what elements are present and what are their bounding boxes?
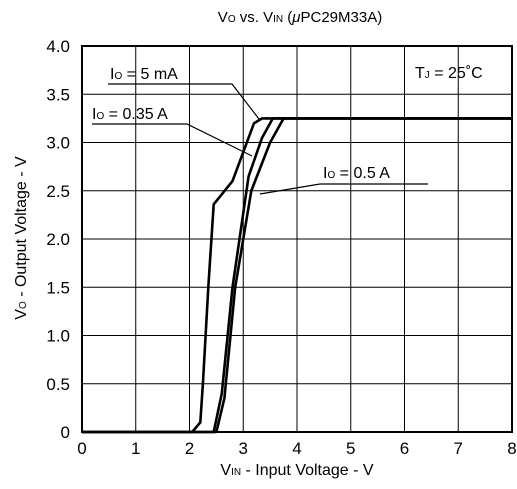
series-label-05a: IO = 0.5 A <box>323 165 390 182</box>
x-tick-label: 4 <box>292 439 301 458</box>
y-tick-label: 1.0 <box>46 327 70 346</box>
y-axis-label: VO - Output Voltage - V <box>13 156 30 320</box>
series-line-0 <box>82 117 512 434</box>
leader-line-5ma <box>108 83 260 120</box>
y-tick-label: 4.0 <box>46 37 70 56</box>
y-axis-ticks: 0 0.5 1.0 1.5 2.0 2.5 3.0 3.5 4.0 <box>46 37 70 442</box>
x-tick-label: 7 <box>454 439 463 458</box>
grid <box>82 46 512 432</box>
annotation-leaders <box>92 83 428 195</box>
y-tick-label: 1.5 <box>46 278 70 297</box>
x-tick-label: 2 <box>185 439 194 458</box>
y-tick-label: 0.5 <box>46 375 70 394</box>
x-tick-label: 3 <box>239 439 248 458</box>
x-axis-ticks: 0 1 2 3 4 5 6 7 8 <box>77 439 516 458</box>
y-tick-label: 3.5 <box>46 85 70 104</box>
series-label-035a: IO = 0.35 A <box>92 106 168 123</box>
x-tick-label: 5 <box>346 439 355 458</box>
y-tick-label: 0 <box>61 423 70 442</box>
y-tick-label: 2.0 <box>46 230 70 249</box>
leader-line-05a <box>259 183 428 195</box>
x-tick-label: 0 <box>77 439 86 458</box>
temperature-note: TJ = 25˚C <box>415 65 483 82</box>
x-axis-label: VIN - Input Voltage - V <box>220 462 374 479</box>
x-tick-label: 1 <box>131 439 140 458</box>
x-tick-label: 6 <box>400 439 409 458</box>
series-group <box>82 117 512 434</box>
chart-title: VO vs. VIN (μPC29M33A) <box>218 9 382 26</box>
series-line-1 <box>82 117 512 434</box>
y-tick-label: 3.0 <box>46 134 70 153</box>
leader-line-035a <box>92 123 253 157</box>
y-tick-label: 2.5 <box>46 182 70 201</box>
x-tick-label: 8 <box>507 439 516 458</box>
plot-frame <box>81 45 513 433</box>
series-label-5ma: IO = 5 mA <box>110 66 178 83</box>
series-line-2 <box>82 117 512 434</box>
